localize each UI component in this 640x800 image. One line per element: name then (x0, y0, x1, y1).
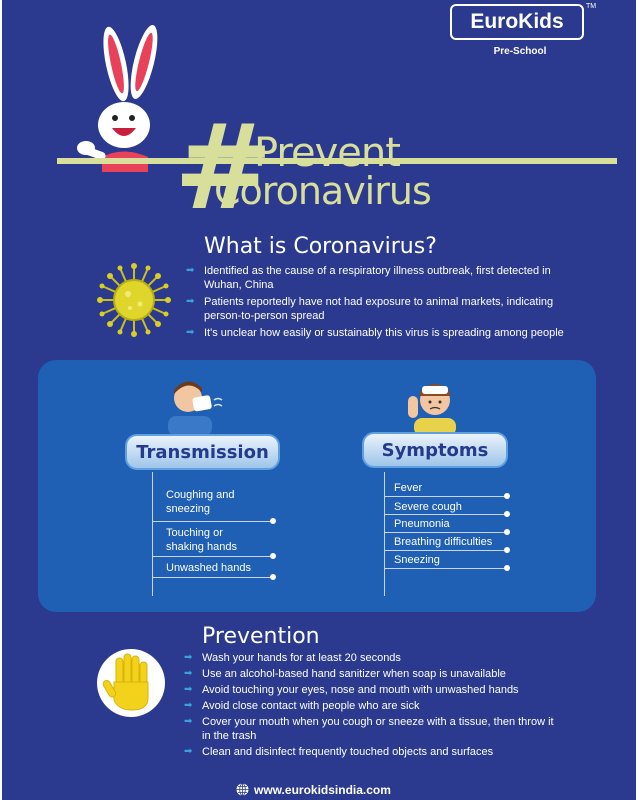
list-item: ➡ Identified as the cause of a respirator… (186, 265, 551, 291)
bullet-dot-icon (270, 574, 276, 580)
symptoms-heading: Symptoms (362, 432, 508, 468)
list-item: ➡ Avoid touching your eyes, nose and mout… (184, 684, 519, 696)
bullet-dot-icon (270, 553, 276, 559)
prevention-bullet-list: ➡ Wash your hands for at least 20 seconds… (184, 651, 564, 761)
symptoms-connector (384, 472, 385, 596)
list-item: Severe cough (394, 501, 462, 513)
virus-icon (97, 263, 171, 337)
title-underline (57, 158, 617, 164)
website-link[interactable]: www.eurokidsindia.com (254, 783, 391, 797)
info-panel (38, 360, 596, 612)
list-item: ➡ Cover your mouth when you cough or snee… (184, 716, 554, 742)
arrow-bullet-icon: ➡ (186, 296, 195, 307)
title-line-2: Coronavirus (214, 169, 432, 213)
list-item: Sneezing (394, 554, 440, 566)
list-item: ➡ Wash your hands for at least 20 seconds (184, 652, 401, 664)
sick-person-icon (408, 384, 456, 436)
list-item: Breathing difficulties (394, 536, 493, 548)
bullet-dot-icon (270, 518, 276, 524)
sneezing-person-icon (168, 381, 223, 436)
list-item: ➡ Clean and disinfect frequently touched … (184, 746, 494, 758)
stop-hand-icon (97, 649, 165, 717)
divider (384, 514, 508, 515)
arrow-bullet-icon: ➡ (184, 668, 193, 679)
arrow-bullet-icon: ➡ (186, 265, 195, 276)
arrow-bullet-icon: ➡ (184, 684, 193, 695)
brand-trademark: TM (586, 3, 597, 10)
list-item: Fever (394, 482, 423, 494)
list-item: ➡ It's unclear how easily or sustainably … (186, 327, 564, 339)
list-item: Unwashed hands (166, 562, 252, 574)
list-item: Coughing and sneezing (166, 489, 235, 515)
arrow-bullet-icon: ➡ (184, 652, 193, 663)
arrow-bullet-icon: ➡ (184, 700, 193, 711)
bullet-dot-icon (504, 565, 510, 571)
divider (384, 532, 508, 533)
arrow-bullet-icon: ➡ (186, 327, 195, 338)
list-item: ➡ Use an alcohol-based hand sanitizer whe… (184, 668, 506, 680)
bullet-dot-icon (504, 547, 510, 553)
prevention-heading: Prevention (202, 624, 320, 649)
list-item: Touching or shaking hands (166, 527, 237, 553)
what-heading: What is Coronavirus? (204, 234, 437, 259)
arrow-bullet-icon: ➡ (184, 716, 193, 727)
list-item: ➡ Patients reportedly have not had exposu… (186, 296, 554, 322)
brand-name: EuroKids (470, 10, 564, 33)
title-hash: # (174, 98, 273, 236)
transmission-heading: Transmission (125, 434, 280, 470)
divider (152, 577, 272, 578)
arrow-bullet-icon: ➡ (184, 746, 193, 757)
bullet-dot-icon (504, 529, 510, 535)
title-line-1: Prevent (254, 130, 401, 176)
bullet-dot-icon (504, 511, 510, 517)
list-item: Pneumonia (394, 518, 450, 530)
brand-logo: EuroKids (450, 4, 584, 40)
bunny-mascot-icon (77, 25, 158, 172)
transmission-connector (152, 472, 153, 596)
divider (384, 550, 508, 551)
globe-icon (236, 783, 249, 796)
brand-subtitle: Pre-School (493, 46, 547, 57)
list-item: ➡ Avoid close contact with people who are… (184, 700, 420, 712)
divider (384, 568, 508, 569)
what-bullet-list: ➡ Identified as the cause of a respirator… (186, 264, 566, 343)
divider (152, 556, 272, 557)
divider (152, 521, 272, 522)
bullet-dot-icon (504, 493, 510, 499)
divider (384, 496, 508, 497)
